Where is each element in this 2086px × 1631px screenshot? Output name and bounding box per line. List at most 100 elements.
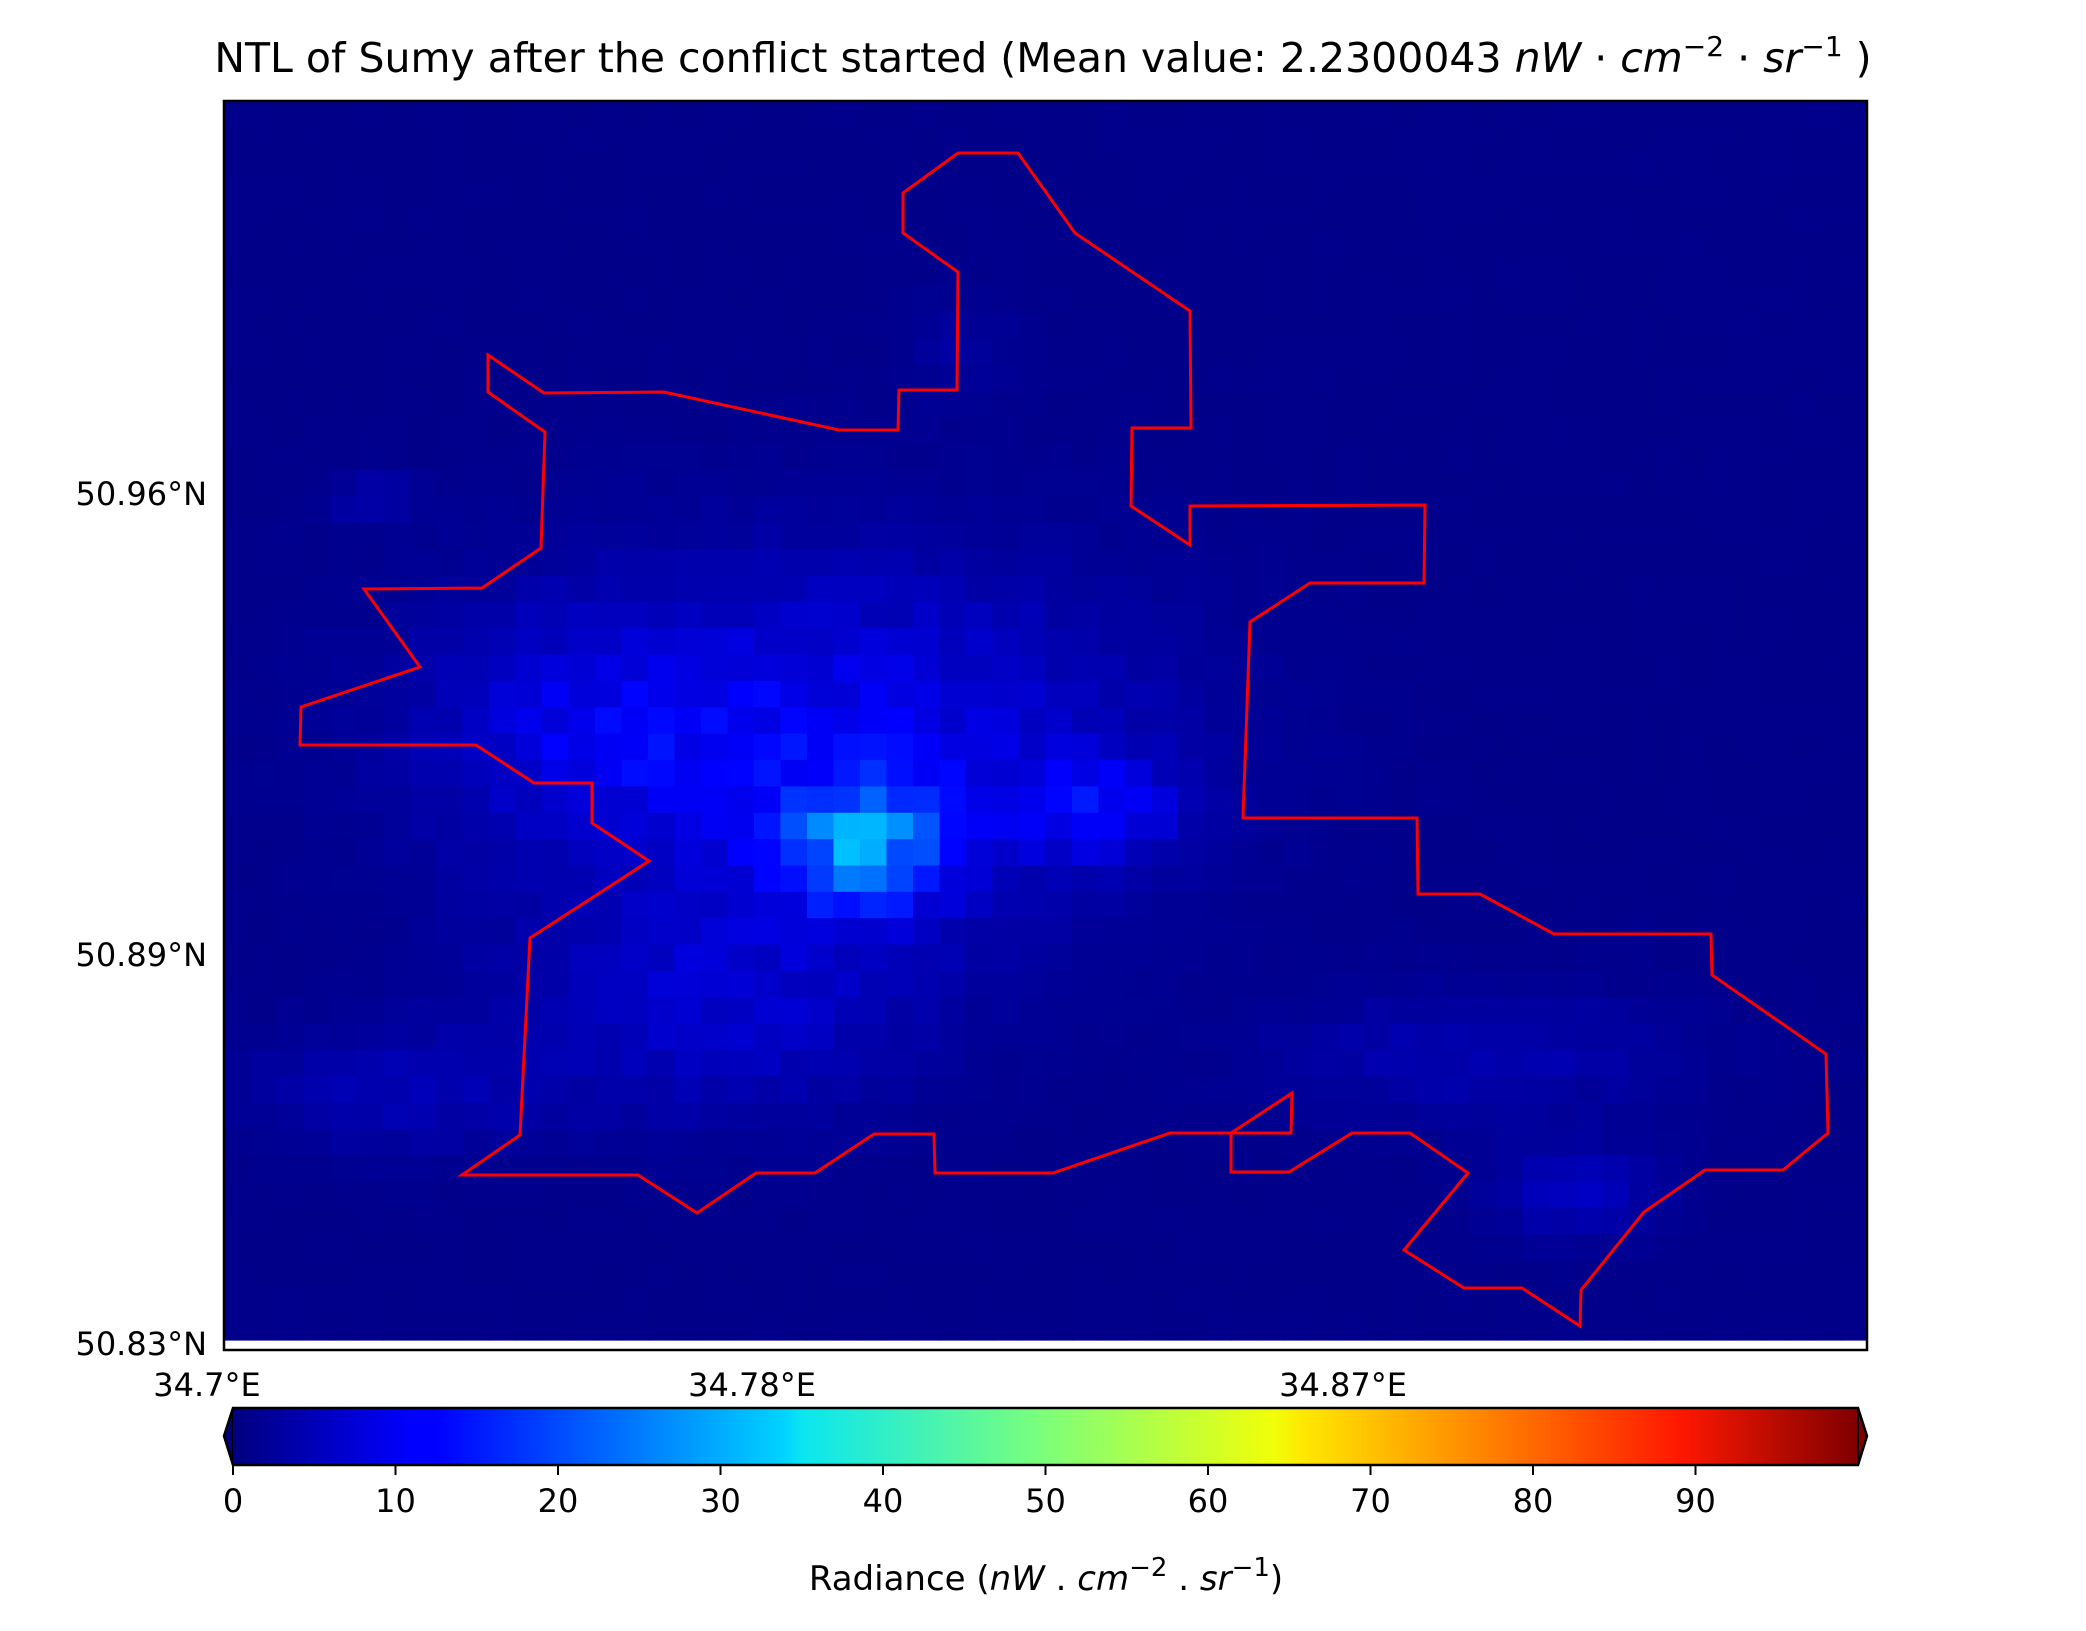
raster-pixel	[1443, 522, 1471, 550]
raster-pixel	[1098, 496, 1126, 524]
raster-pixel	[1761, 839, 1789, 867]
raster-pixel	[356, 232, 384, 260]
raster-pixel	[568, 417, 596, 445]
raster-pixel	[1840, 786, 1868, 814]
raster-pixel	[939, 180, 967, 208]
raster-pixel	[833, 1287, 861, 1315]
raster-pixel	[886, 707, 914, 735]
raster-pixel	[250, 417, 278, 445]
raster-pixel	[1602, 417, 1630, 445]
raster-pixel	[1443, 153, 1471, 181]
raster-pixel	[913, 707, 941, 735]
raster-pixel	[1231, 654, 1259, 682]
raster-pixel	[1655, 1050, 1683, 1077]
raster-pixel	[727, 443, 755, 471]
raster-pixel	[1575, 654, 1603, 682]
raster-pixel	[303, 918, 331, 946]
raster-pixel	[1363, 180, 1391, 208]
raster-pixel	[727, 760, 755, 787]
raster-pixel	[1416, 206, 1444, 234]
raster-pixel	[383, 101, 411, 128]
raster-pixel	[568, 997, 596, 1025]
raster-pixel	[1045, 1050, 1073, 1077]
raster-pixel	[1840, 628, 1868, 656]
raster-pixel	[1840, 865, 1868, 893]
raster-pixel	[1019, 575, 1047, 603]
raster-pixel	[939, 232, 967, 260]
raster-pixel	[515, 786, 543, 814]
raster-pixel	[1734, 206, 1762, 234]
raster-pixel	[833, 127, 861, 155]
raster-pixel	[966, 127, 994, 155]
raster-pixel	[1204, 1234, 1232, 1262]
raster-pixel	[542, 628, 570, 656]
raster-pixel	[1098, 127, 1126, 155]
raster-pixel	[1814, 338, 1842, 366]
raster-pixel	[1469, 549, 1497, 577]
raster-pixel	[886, 1102, 914, 1130]
raster-pixel	[939, 127, 967, 155]
raster-pixel	[1655, 549, 1683, 577]
raster-pixel	[1575, 733, 1603, 761]
raster-pixel	[1469, 839, 1497, 867]
raster-pixel	[330, 549, 358, 577]
raster-pixel	[1602, 390, 1630, 418]
raster-pixel	[1098, 997, 1126, 1025]
raster-pixel	[436, 812, 464, 840]
raster-pixel	[1655, 707, 1683, 735]
raster-pixel	[1681, 338, 1709, 366]
raster-pixel	[250, 1208, 278, 1236]
raster-pixel	[833, 1102, 861, 1130]
raster-pixel	[1549, 1313, 1577, 1341]
raster-pixel	[1469, 786, 1497, 814]
raster-pixel	[1522, 311, 1550, 339]
raster-pixel	[966, 760, 994, 787]
raster-pixel	[1655, 628, 1683, 656]
raster-pixel	[1072, 786, 1100, 814]
raster-pixel	[1840, 311, 1868, 339]
raster-pixel	[727, 680, 755, 708]
raster-pixel	[1125, 417, 1153, 445]
raster-pixel	[1814, 1287, 1842, 1315]
raster-pixel	[462, 997, 490, 1025]
raster-pixel	[1628, 417, 1656, 445]
raster-pixel	[1337, 522, 1365, 550]
raster-pixel	[1204, 338, 1232, 366]
raster-pixel	[1231, 628, 1259, 656]
raster-pixel	[1284, 417, 1312, 445]
raster-pixel	[780, 997, 808, 1025]
raster-pixel	[1019, 1050, 1047, 1077]
raster-pixel	[939, 628, 967, 656]
raster-pixel	[1549, 443, 1577, 471]
raster-pixel	[436, 1050, 464, 1077]
raster-pixel	[1628, 338, 1656, 366]
raster-pixel	[1602, 1181, 1630, 1209]
raster-pixel	[409, 1129, 437, 1157]
raster-pixel	[754, 918, 782, 946]
raster-pixel	[1734, 1023, 1762, 1051]
raster-pixel	[1072, 1287, 1100, 1315]
raster-pixel	[277, 575, 305, 603]
raster-pixel	[542, 865, 570, 893]
raster-pixel	[250, 311, 278, 339]
raster-pixel	[674, 153, 702, 181]
raster-pixel	[489, 1234, 517, 1262]
raster-pixel	[409, 1313, 437, 1341]
raster-pixel	[674, 891, 702, 919]
raster-pixel	[1310, 101, 1338, 128]
raster-pixel	[1522, 496, 1550, 524]
raster-pixel	[250, 180, 278, 208]
raster-pixel	[1310, 1313, 1338, 1341]
raster-pixel	[1708, 311, 1736, 339]
raster-pixel	[727, 180, 755, 208]
raster-pixel	[1257, 865, 1285, 893]
raster-pixel	[462, 760, 490, 787]
raster-pixel	[224, 575, 252, 603]
raster-pixel	[1416, 153, 1444, 181]
raster-pixel	[860, 311, 888, 339]
raster-pixel	[1310, 654, 1338, 682]
raster-pixel	[1469, 470, 1497, 498]
raster-pixel	[409, 997, 437, 1025]
raster-pixel	[356, 628, 384, 656]
raster-pixel	[886, 364, 914, 392]
